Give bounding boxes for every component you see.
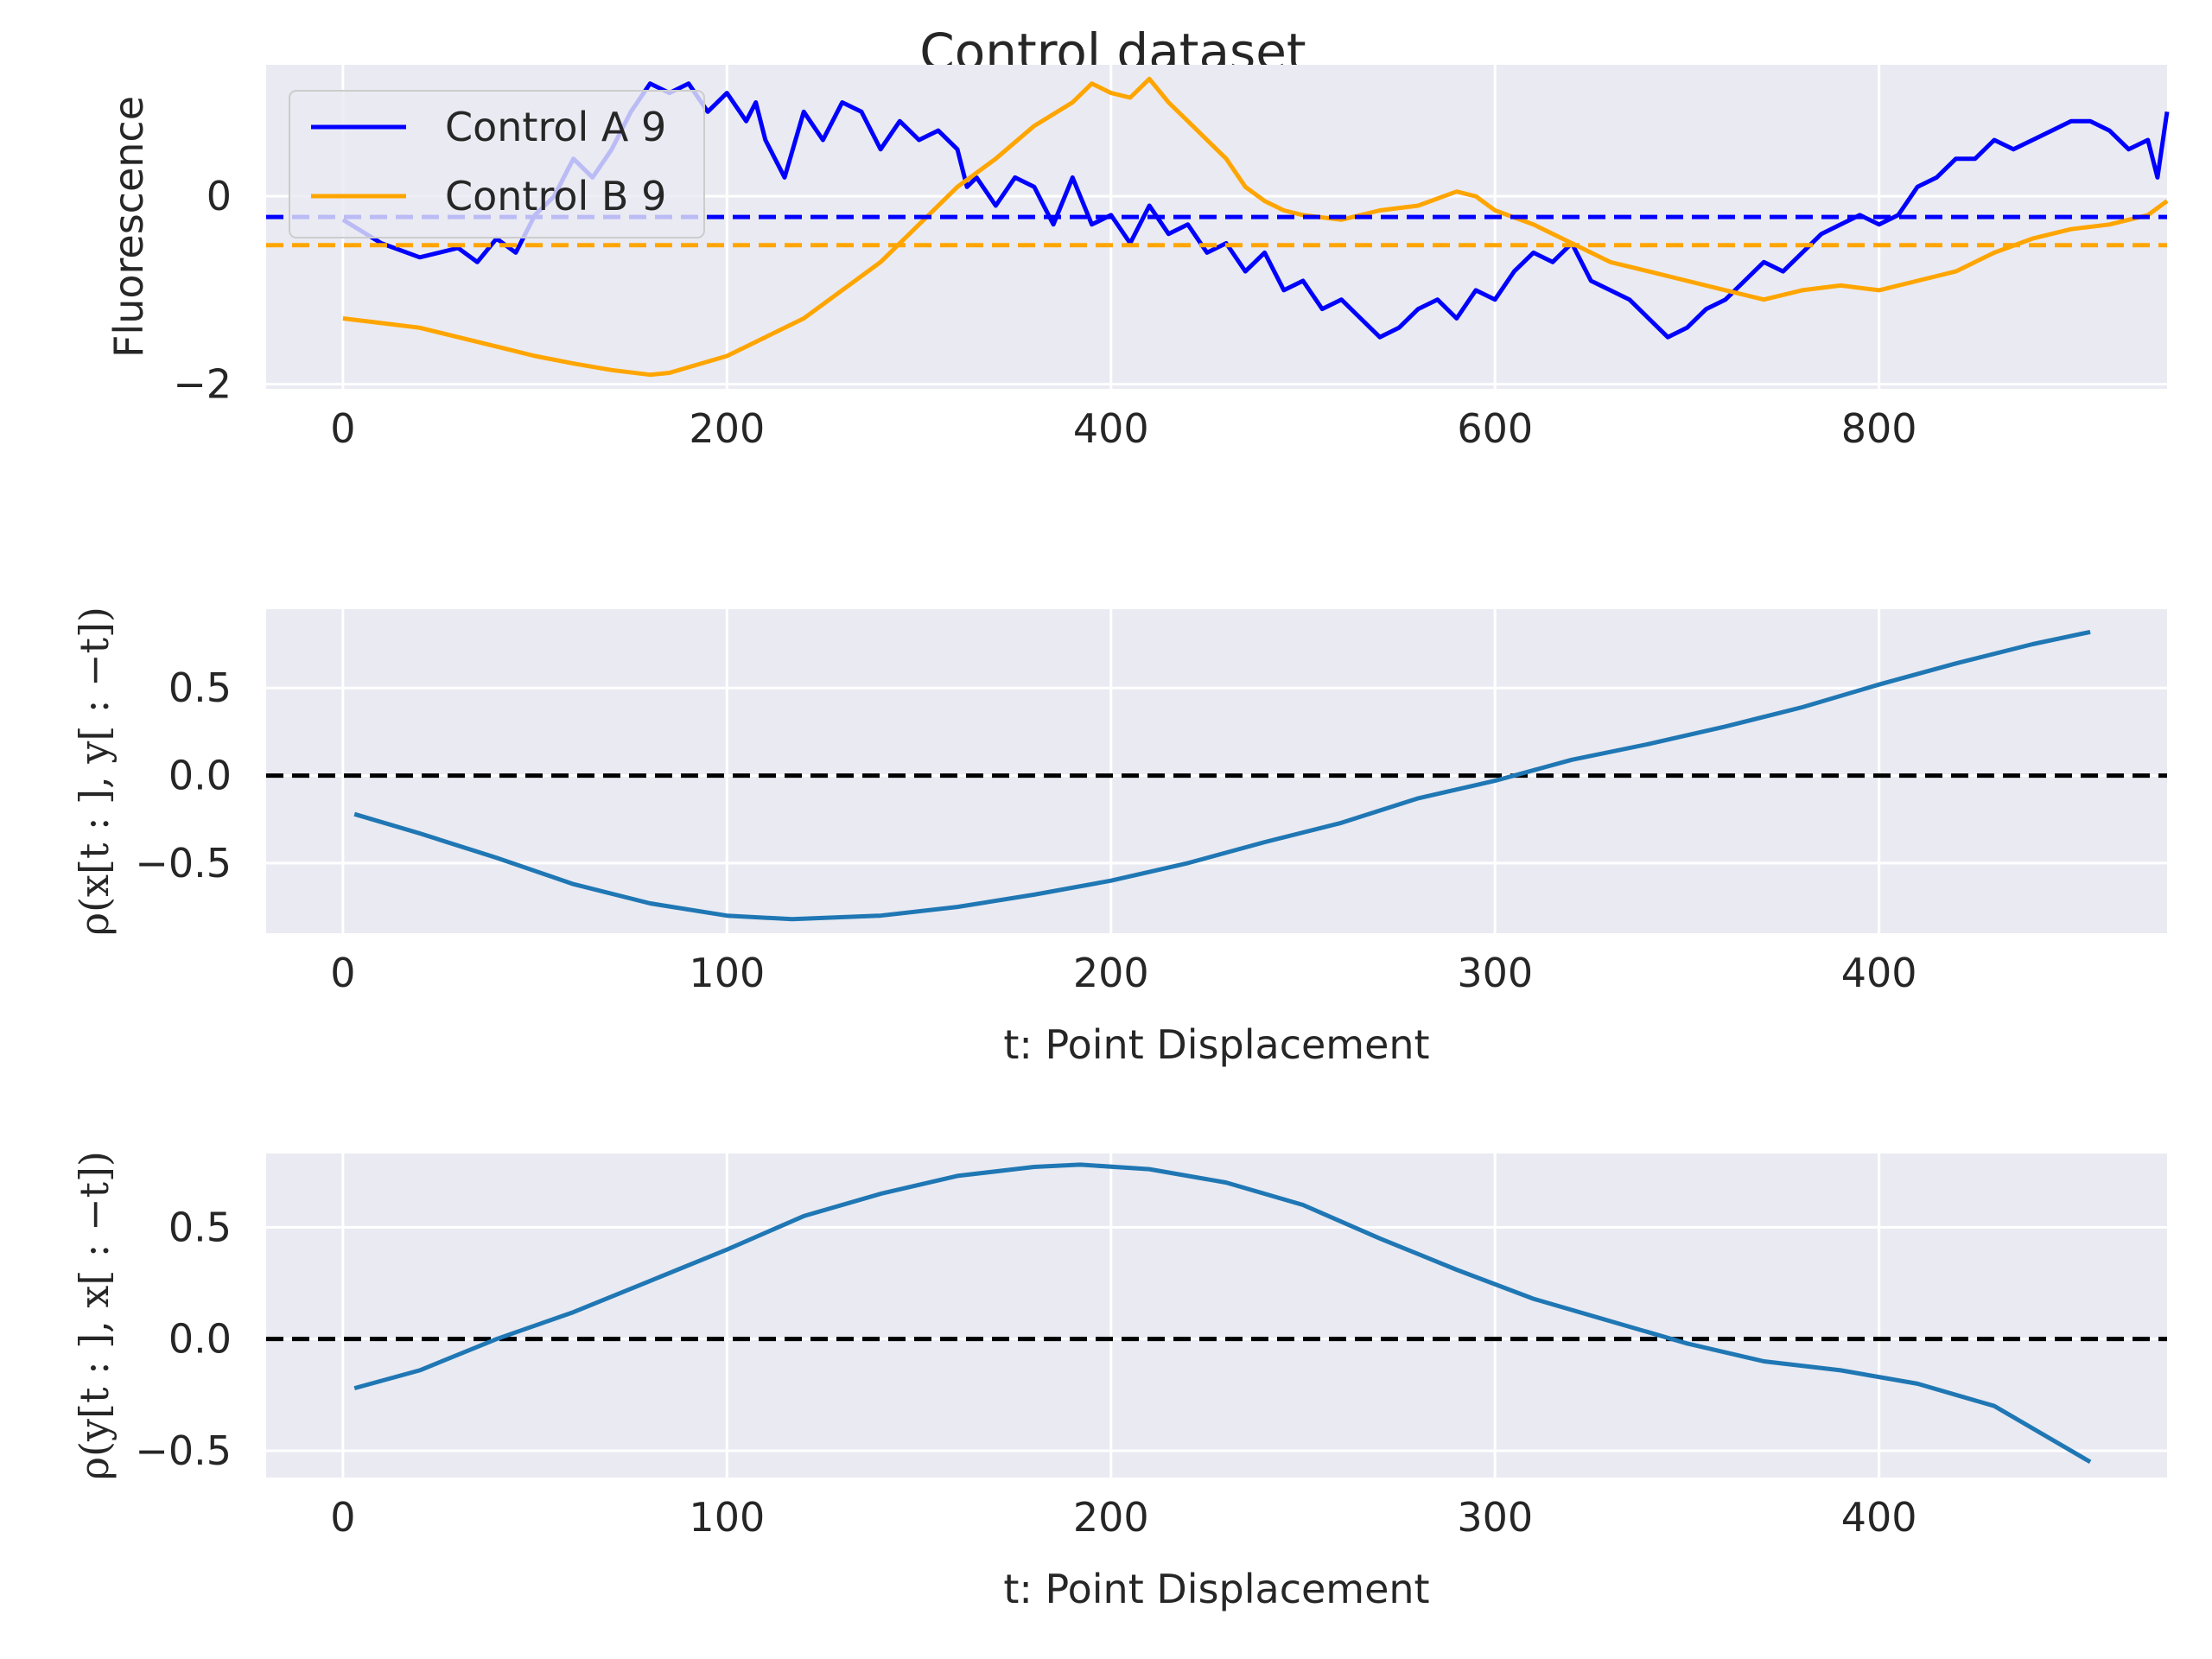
- y-tick-label: −0.5: [135, 840, 232, 887]
- x-tick-label: 0: [330, 405, 355, 452]
- x-tick-label: 400: [1841, 950, 1917, 996]
- y-tick-label: 0.5: [168, 664, 232, 711]
- chart-panel-3: 0 100 200 300 400 0.5 0.0 −0.5 t: Point Displace…: [71, 1151, 2167, 1612]
- x-tick-label: 0: [330, 950, 355, 996]
- y-tick-label: 0.0: [168, 1316, 232, 1363]
- x-axis-label: t: Point Displacement: [1003, 1021, 1429, 1068]
- x-tick-label: 200: [689, 405, 765, 452]
- series-line: [353, 629, 2091, 922]
- x-tick-label: 100: [689, 1494, 765, 1541]
- x-tick-label: 200: [1073, 950, 1149, 996]
- series-line: [353, 1162, 2092, 1465]
- y-tick-label: −0.5: [135, 1427, 232, 1474]
- y-axis-label: ρ(y[t : ], x[ : −t]): [71, 1151, 118, 1480]
- x-axis-label: t: Point Displacement: [1003, 1566, 1429, 1612]
- y-axis-label: Fluorescence: [105, 96, 152, 358]
- x-tick-label: 200: [1073, 1494, 1149, 1541]
- x-tick-label: 400: [1073, 405, 1149, 452]
- y-tick-label: −2: [173, 361, 232, 408]
- x-tick-label: 600: [1457, 405, 1533, 452]
- x-tick-label: 0: [330, 1494, 355, 1541]
- x-tick-label: 300: [1457, 1494, 1533, 1541]
- y-tick-label: 0.5: [168, 1204, 232, 1250]
- chart-panel-2: 0 100 200 300 400 0.5 0.0 −0.5 t: Point Displace…: [71, 607, 2167, 1068]
- x-tick-label: 300: [1457, 950, 1533, 996]
- x-tick-label: 100: [689, 950, 765, 996]
- y-tick-label: 0.0: [168, 753, 232, 799]
- legend-label: Control B 9: [445, 173, 666, 219]
- plot-area: [266, 609, 2167, 933]
- series-line: [342, 76, 2169, 378]
- x-tick-label: 800: [1841, 405, 1917, 452]
- x-tick-label: 400: [1841, 1494, 1917, 1541]
- y-axis-label: ρ(x[t : ], y[ : −t]): [71, 607, 118, 936]
- y-tick-label: 0: [207, 173, 232, 219]
- legend: Control A 9 Control B 9: [289, 90, 705, 238]
- plot-area: [266, 1154, 2167, 1478]
- legend-label: Control A 9: [445, 104, 666, 150]
